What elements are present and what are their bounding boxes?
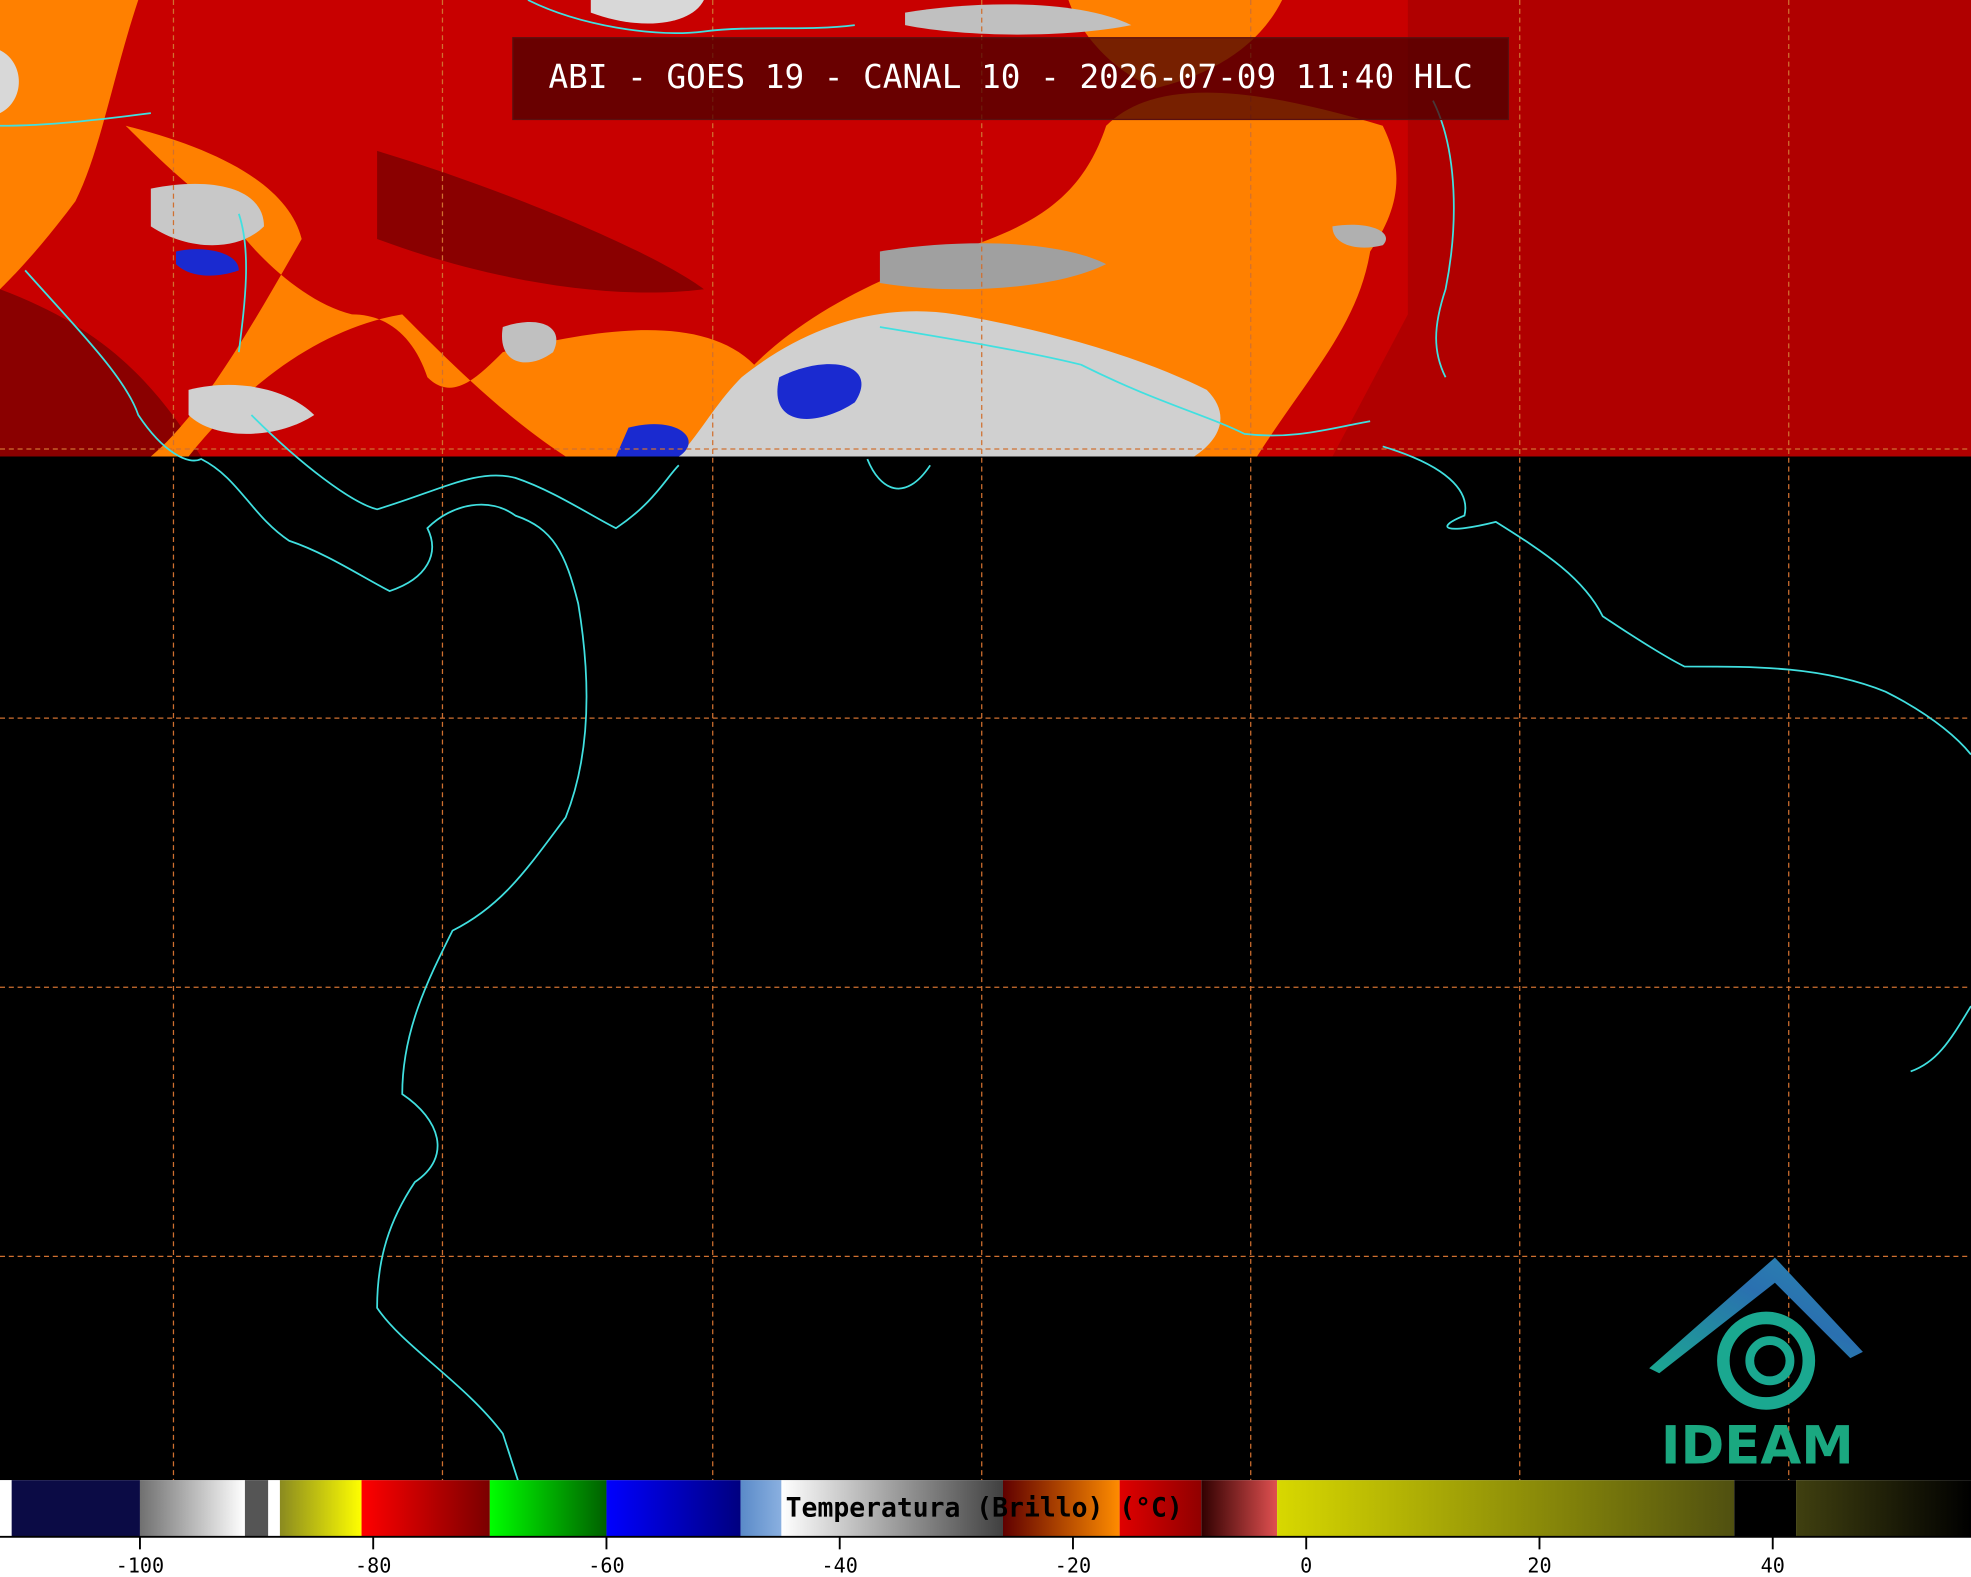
- colorbar-segment: [1002, 1480, 1120, 1537]
- colorbar-segment: [0, 1480, 12, 1537]
- colorbar-segment: [139, 1480, 245, 1537]
- title: ABI - GOES 19 - CANAL 10 - 2026-07-09 11…: [548, 58, 1472, 96]
- colorbar-segment: [606, 1480, 741, 1537]
- colorbar-segment: [11, 1480, 140, 1537]
- title-box: [512, 37, 1510, 121]
- colorbar-tick-label: -20: [1055, 1553, 1091, 1577]
- colorbar-tick-label: -100: [116, 1553, 164, 1577]
- logo: IDEAM: [1649, 1257, 1863, 1476]
- colorbar-tick-label: -80: [355, 1553, 391, 1577]
- colorbar-label: Temperatura (Brillo) (°C): [786, 1493, 1183, 1524]
- colorbar-tick-label: 20: [1527, 1553, 1551, 1577]
- colorbar-segment: [1734, 1480, 1797, 1537]
- colorbar-segment: [1277, 1480, 1735, 1537]
- colorbar-segment: [268, 1480, 280, 1537]
- colorbar-segment: [244, 1480, 269, 1537]
- coastlines: [0, 0, 1971, 1481]
- graticule: [0, 0, 1971, 1481]
- colorbar-tick-label: 40: [1761, 1553, 1785, 1577]
- colorbar-tick-label: 0: [1300, 1553, 1312, 1577]
- colorbar-segment: [361, 1480, 490, 1537]
- colorbar-tick-label: -60: [588, 1553, 624, 1577]
- colorbar: -100 -80 -60 -40 -20 0 20 40: [0, 1480, 1971, 1577]
- colorbar-segment: [489, 1480, 607, 1537]
- colorbar-segment: [1796, 1480, 1971, 1537]
- colorbar-segment: [1119, 1480, 1202, 1537]
- logo-text: IDEAM: [1661, 1415, 1854, 1476]
- colorbar-tick-label: -40: [822, 1553, 858, 1577]
- colorbar-segment: [781, 1480, 1003, 1537]
- colorbar-segment: [740, 1480, 782, 1537]
- colorbar-segment: [279, 1480, 362, 1537]
- colorbar-segment: [1201, 1480, 1278, 1537]
